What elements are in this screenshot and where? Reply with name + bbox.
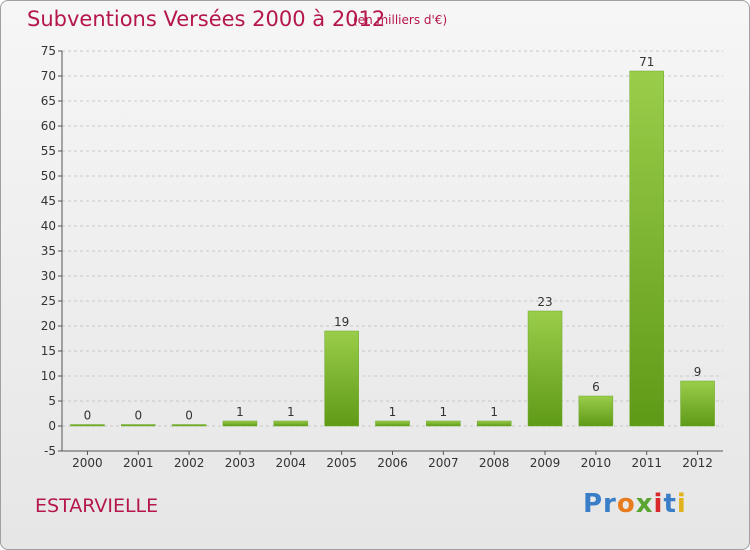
data-label: 19 bbox=[334, 315, 349, 329]
y-tick-label: 5 bbox=[48, 394, 56, 408]
bar bbox=[222, 420, 258, 427]
x-tick-label: 2005 bbox=[326, 456, 357, 470]
x-tick-label: 2007 bbox=[428, 456, 459, 470]
x-tick-label: 2003 bbox=[225, 456, 256, 470]
y-tick-label: 25 bbox=[41, 294, 56, 308]
x-tick-label: 2008 bbox=[479, 456, 510, 470]
bar bbox=[578, 395, 614, 427]
x-tick-label: 2001 bbox=[123, 456, 154, 470]
y-tick-label: 65 bbox=[41, 94, 56, 108]
x-tick-label: 2000 bbox=[72, 456, 103, 470]
x-tick-label: 2011 bbox=[631, 456, 662, 470]
logo-part: i bbox=[676, 489, 687, 519]
data-label: 23 bbox=[537, 295, 552, 309]
bar bbox=[375, 420, 410, 427]
y-tick-label: 50 bbox=[41, 169, 56, 183]
x-tick-label: 2004 bbox=[276, 456, 307, 470]
bar bbox=[70, 424, 105, 427]
y-tick-label: 35 bbox=[41, 244, 56, 258]
y-tick-label: 20 bbox=[41, 319, 56, 333]
data-label: 0 bbox=[134, 409, 142, 423]
bar bbox=[527, 310, 563, 427]
logo-part: Pr bbox=[583, 489, 617, 519]
unit-note: (en milliers d'€) bbox=[353, 13, 448, 27]
y-tick-label: 40 bbox=[41, 219, 56, 233]
y-tick-label: 60 bbox=[41, 119, 56, 133]
y-tick-label: 70 bbox=[41, 69, 56, 83]
data-label: 0 bbox=[84, 409, 92, 423]
data-label: 1 bbox=[236, 405, 244, 419]
bar bbox=[171, 424, 207, 427]
bar bbox=[426, 420, 461, 427]
y-tick-label: 0 bbox=[48, 419, 56, 433]
bar bbox=[476, 420, 512, 427]
bar bbox=[273, 420, 309, 427]
chart-title: Subventions Versées 2000 à 2012 bbox=[27, 7, 386, 31]
data-label: 0 bbox=[185, 409, 193, 423]
logo-part: t bbox=[663, 489, 677, 519]
y-tick-label: 75 bbox=[41, 44, 56, 58]
bar bbox=[629, 70, 664, 427]
data-label: 1 bbox=[440, 405, 448, 419]
logo-part: x bbox=[635, 489, 654, 519]
proxiti-logo: Proxiti bbox=[583, 489, 687, 519]
bar bbox=[680, 380, 715, 427]
y-tick-label: 55 bbox=[41, 144, 56, 158]
commune-name: ESTARVIELLE bbox=[35, 495, 159, 517]
x-tick-label: 2006 bbox=[377, 456, 408, 470]
x-tick-label: 2002 bbox=[174, 456, 205, 470]
logo-part: i bbox=[653, 489, 664, 519]
data-label: 1 bbox=[287, 405, 295, 419]
y-tick-label: 10 bbox=[41, 369, 56, 383]
x-tick-label: 2012 bbox=[682, 456, 713, 470]
x-tick-label: 2010 bbox=[581, 456, 612, 470]
y-tick-label: -5 bbox=[44, 444, 56, 458]
data-label: 9 bbox=[694, 365, 702, 379]
data-label: 1 bbox=[389, 405, 397, 419]
bar bbox=[324, 330, 359, 427]
data-label: 6 bbox=[592, 380, 600, 394]
y-tick-label: 45 bbox=[41, 194, 56, 208]
bar bbox=[121, 424, 156, 427]
y-tick-label: 30 bbox=[41, 269, 56, 283]
x-tick-label: 2009 bbox=[530, 456, 561, 470]
logo-part: o bbox=[616, 489, 636, 519]
data-label: 1 bbox=[490, 405, 498, 419]
y-tick-label: 15 bbox=[41, 344, 56, 358]
data-label: 71 bbox=[639, 55, 654, 69]
